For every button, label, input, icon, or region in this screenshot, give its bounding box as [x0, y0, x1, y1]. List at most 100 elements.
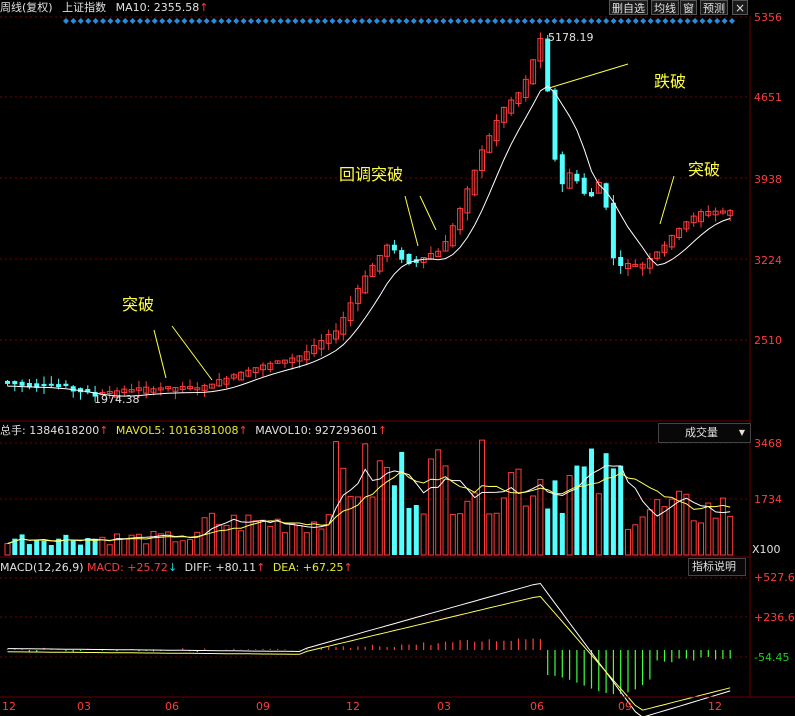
window-button[interactable]: 窗 [680, 0, 697, 15]
volume-bar [274, 518, 281, 556]
candle-body [603, 183, 609, 208]
candle-body [208, 383, 215, 389]
candle-body [537, 37, 544, 62]
volume-bar [187, 539, 193, 556]
volume-axis-label: 3468 [754, 437, 782, 450]
marker-diamond-icon [174, 18, 180, 24]
candle-body [595, 181, 602, 194]
marker-diamond-icon [114, 18, 121, 24]
candle-body [128, 389, 135, 393]
volume-bar [303, 532, 310, 556]
volume-bar [172, 541, 179, 556]
candle-body [574, 173, 580, 182]
marker-diamond-icon [92, 18, 99, 24]
ma-button[interactable]: 均线 [651, 0, 679, 15]
marker-diamond-icon [107, 18, 114, 24]
close-icon[interactable]: × [732, 0, 749, 15]
indicator-help-button[interactable]: 指标说明 [688, 558, 746, 576]
candle-body [625, 262, 631, 270]
candle-body [201, 384, 208, 391]
marker-diamond-icon [70, 18, 77, 24]
candle-body [391, 244, 397, 251]
volume-bar [369, 496, 376, 556]
candle-body [435, 250, 442, 258]
marker-diamond-icon [455, 18, 462, 24]
candle-body [522, 78, 529, 98]
macd-histogram [6, 638, 731, 695]
volume-bar [552, 480, 558, 555]
marker-diamond-icon [351, 18, 358, 24]
volume-bar [384, 466, 391, 556]
marker-diamond-icon [499, 18, 506, 24]
volume-bar [646, 509, 653, 556]
candle-body [143, 386, 150, 394]
marker-diamond-icon [625, 18, 632, 24]
marker-row [63, 18, 735, 24]
mavol5-label: MAVOL5: 1016381008 [115, 424, 239, 437]
volume-bar [442, 465, 449, 556]
candle-body [106, 390, 113, 394]
marker-diamond-icon [536, 18, 543, 24]
candle-body [362, 275, 369, 294]
x-axis-label: 12 [2, 700, 16, 713]
marker-diamond-icon [529, 18, 536, 24]
volume-bar [676, 490, 683, 556]
volume-bar [486, 513, 493, 556]
x-axis-label: 06 [530, 700, 544, 713]
volume-bar [26, 544, 32, 555]
marker-diamond-icon [196, 18, 203, 24]
marker-diamond-icon [410, 18, 417, 24]
marker-diamond-icon [129, 18, 136, 24]
marker-diamond-icon [662, 18, 669, 24]
candle-body [216, 379, 223, 387]
candle-body [252, 367, 259, 373]
marker-diamond-icon [618, 18, 624, 24]
candle-body [325, 334, 332, 344]
marker-diamond-icon [721, 18, 728, 24]
candle-body [223, 377, 230, 385]
delete-favorite-button[interactable]: 删自选 [609, 0, 648, 15]
marker-diamond-icon [262, 18, 269, 24]
dea-line [7, 595, 731, 711]
volume-bar [165, 531, 172, 556]
ma10-line [7, 85, 731, 397]
candle-body [384, 244, 391, 257]
candle-body [318, 340, 325, 350]
forecast-button[interactable]: 预测 [700, 0, 728, 15]
volume-bar [406, 507, 412, 555]
volume-bar [325, 514, 332, 556]
volume-bar [661, 506, 668, 556]
period-label: 周线(复权) [0, 1, 53, 14]
candle-body [12, 381, 18, 385]
macd-axis-label: +236.6 [754, 611, 795, 624]
annotation-arrows [153, 63, 675, 381]
volume-bar [420, 513, 427, 556]
candle-body [690, 215, 697, 224]
candle-body [457, 208, 464, 231]
candle-body [150, 388, 157, 393]
candle-body [296, 355, 303, 362]
volume-bar [632, 524, 639, 556]
index-name: 上证指数 [62, 1, 107, 14]
candle-body [274, 360, 281, 364]
volume-bar [500, 497, 507, 556]
candle-body [48, 383, 54, 386]
volume-bar [114, 533, 120, 556]
marker-diamond-icon [610, 18, 617, 24]
indicator-dropdown[interactable]: 成交量 ▼ [658, 423, 751, 443]
volume-bar [281, 532, 288, 556]
volume-bar [574, 465, 580, 555]
marker-diamond-icon [240, 18, 247, 24]
chevron-down-icon: ▼ [738, 428, 745, 437]
volume-bar [347, 495, 354, 556]
volume-bar [128, 534, 135, 556]
candle-body [464, 188, 471, 214]
candle-body [727, 210, 734, 216]
marker-diamond-icon [336, 18, 343, 24]
volume-bar [296, 524, 303, 556]
marker-diamond-icon [544, 18, 550, 24]
volume-bar [625, 528, 631, 556]
candle-body [63, 383, 69, 386]
marker-diamond-icon [729, 18, 735, 24]
volume-bar [245, 514, 252, 556]
